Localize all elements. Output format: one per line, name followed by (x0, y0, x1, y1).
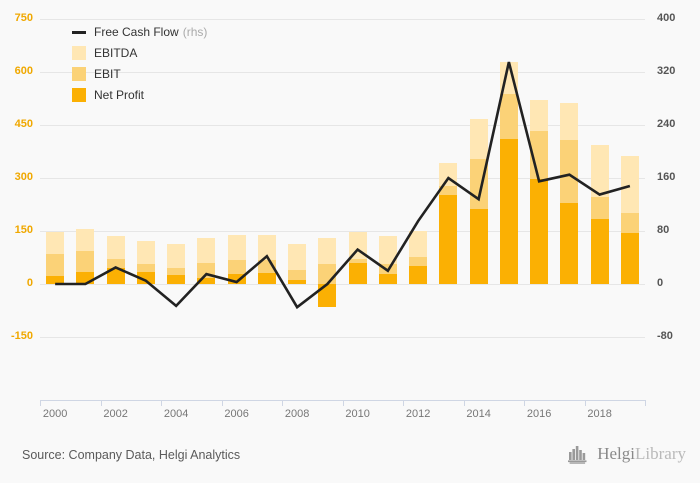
free-cash-flow-line (55, 61, 631, 310)
x-axis-tick-label: 2014 (466, 408, 491, 420)
left-axis-tick-label: 150 (14, 224, 33, 236)
bar-segment-net-profit (318, 284, 337, 307)
x-axis-tick-label: 2012 (405, 408, 431, 420)
chart-legend: Free Cash Flow (rhs) EBITDA EBIT Net Profit (72, 23, 207, 107)
right-axis-tick-label: 400 (657, 12, 676, 24)
left-axis-tick-label: 600 (14, 65, 33, 77)
legend-item-label: Free Cash Flow (94, 25, 179, 39)
bar-segment-net-profit (167, 275, 186, 284)
bar-segment-net-profit (409, 265, 428, 284)
x-axis-tick-label: 2006 (224, 408, 249, 420)
x-axis-tick (282, 400, 283, 406)
brand-name: HelgiLibrary (597, 444, 686, 464)
legend-swatch-icon (72, 46, 86, 60)
gridline (40, 125, 645, 126)
x-axis-tick-label: 2008 (284, 408, 310, 420)
x-axis-tick-label: 2000 (42, 408, 68, 420)
x-axis-tick (221, 400, 223, 406)
legend-item-free-cash-flow[interactable]: Free Cash Flow (rhs) (72, 23, 207, 41)
bar-segment-net-profit (469, 208, 488, 284)
bar-segment-net-profit (227, 274, 246, 284)
right-axis-tick-label: 240 (657, 118, 676, 130)
x-axis-tick (342, 400, 344, 406)
x-axis-tick (100, 400, 102, 406)
legend-item-label: Net Profit (94, 88, 145, 102)
x-axis-tick-label: 2018 (587, 408, 612, 420)
legend-item-ebitda[interactable]: EBITDA (72, 44, 207, 62)
x-axis-tick-label: 2002 (103, 408, 128, 420)
right-axis-tick-label: 320 (657, 65, 676, 77)
brand-logo: HelgiLibrary (567, 444, 686, 464)
x-axis-tick (463, 400, 465, 406)
bar-segment-net-profit (560, 203, 579, 284)
legend-item-sublabel: (rhs) (182, 25, 208, 39)
bar-segment-net-profit (378, 274, 397, 284)
legend-item-net-profit[interactable]: Net Profit (72, 86, 207, 104)
bar-segment-net-profit (197, 277, 216, 284)
legend-item-label: EBITDA (94, 46, 138, 60)
x-axis-tick (161, 400, 162, 406)
right-axis-tick-label: -80 (657, 330, 673, 342)
gridline (40, 178, 645, 179)
legend-swatch-icon (72, 67, 86, 81)
x-axis-tick (40, 400, 41, 406)
brand-name-primary: Helgi (597, 444, 636, 463)
bar-segment-net-profit (136, 272, 155, 284)
helgi-library-logo-icon (567, 444, 591, 464)
source-note: Source: Company Data, Helgi Analytics (22, 448, 241, 462)
right-axis-tick-label: 160 (657, 171, 676, 183)
plot-area (40, 19, 645, 338)
x-axis-tick (524, 400, 525, 406)
bar-segment-net-profit (106, 268, 125, 284)
bar-segment-net-profit (348, 263, 367, 284)
left-axis-tick-label: -150 (10, 330, 33, 342)
bar-segment-net-profit (530, 179, 549, 284)
x-axis-tick (645, 400, 646, 406)
right-axis-tick-label: 0 (657, 277, 664, 289)
gridline (40, 284, 645, 285)
bar-segment-net-profit (499, 138, 518, 284)
bar-segment-net-profit (590, 218, 609, 284)
gridline (40, 231, 645, 232)
left-axis-tick-label: 450 (14, 118, 33, 130)
legend-line-marker-icon (72, 25, 86, 39)
brand-name-secondary: Library (635, 444, 686, 463)
gridline (40, 19, 645, 20)
bar-segment-net-profit (76, 272, 95, 284)
gridline (40, 337, 645, 338)
left-axis-tick-label: 300 (14, 171, 33, 183)
legend-item-ebit[interactable]: EBIT (72, 65, 207, 83)
x-axis-tick-label: 2010 (345, 408, 370, 420)
left-axis-tick-label: 750 (14, 12, 33, 24)
gridline (40, 72, 645, 73)
bar-segment-net-profit (620, 233, 639, 284)
bar-segment-net-profit (257, 273, 276, 284)
left-axis-tick-label: 0 (26, 277, 33, 289)
bar-segment-net-profit (439, 194, 458, 284)
x-axis-tick (403, 400, 404, 406)
right-axis-tick-label: 80 (657, 224, 670, 236)
x-axis-tick-label: 2016 (526, 408, 552, 420)
x-axis-tick (584, 400, 586, 406)
free-cash-flow-polyline (55, 61, 631, 310)
bar-segment-net-profit (288, 279, 307, 284)
bar-segment-net-profit (46, 275, 65, 284)
x-axis-tick-label: 2004 (163, 408, 189, 420)
legend-swatch-icon (72, 88, 86, 102)
legend-item-label: EBIT (94, 67, 121, 81)
